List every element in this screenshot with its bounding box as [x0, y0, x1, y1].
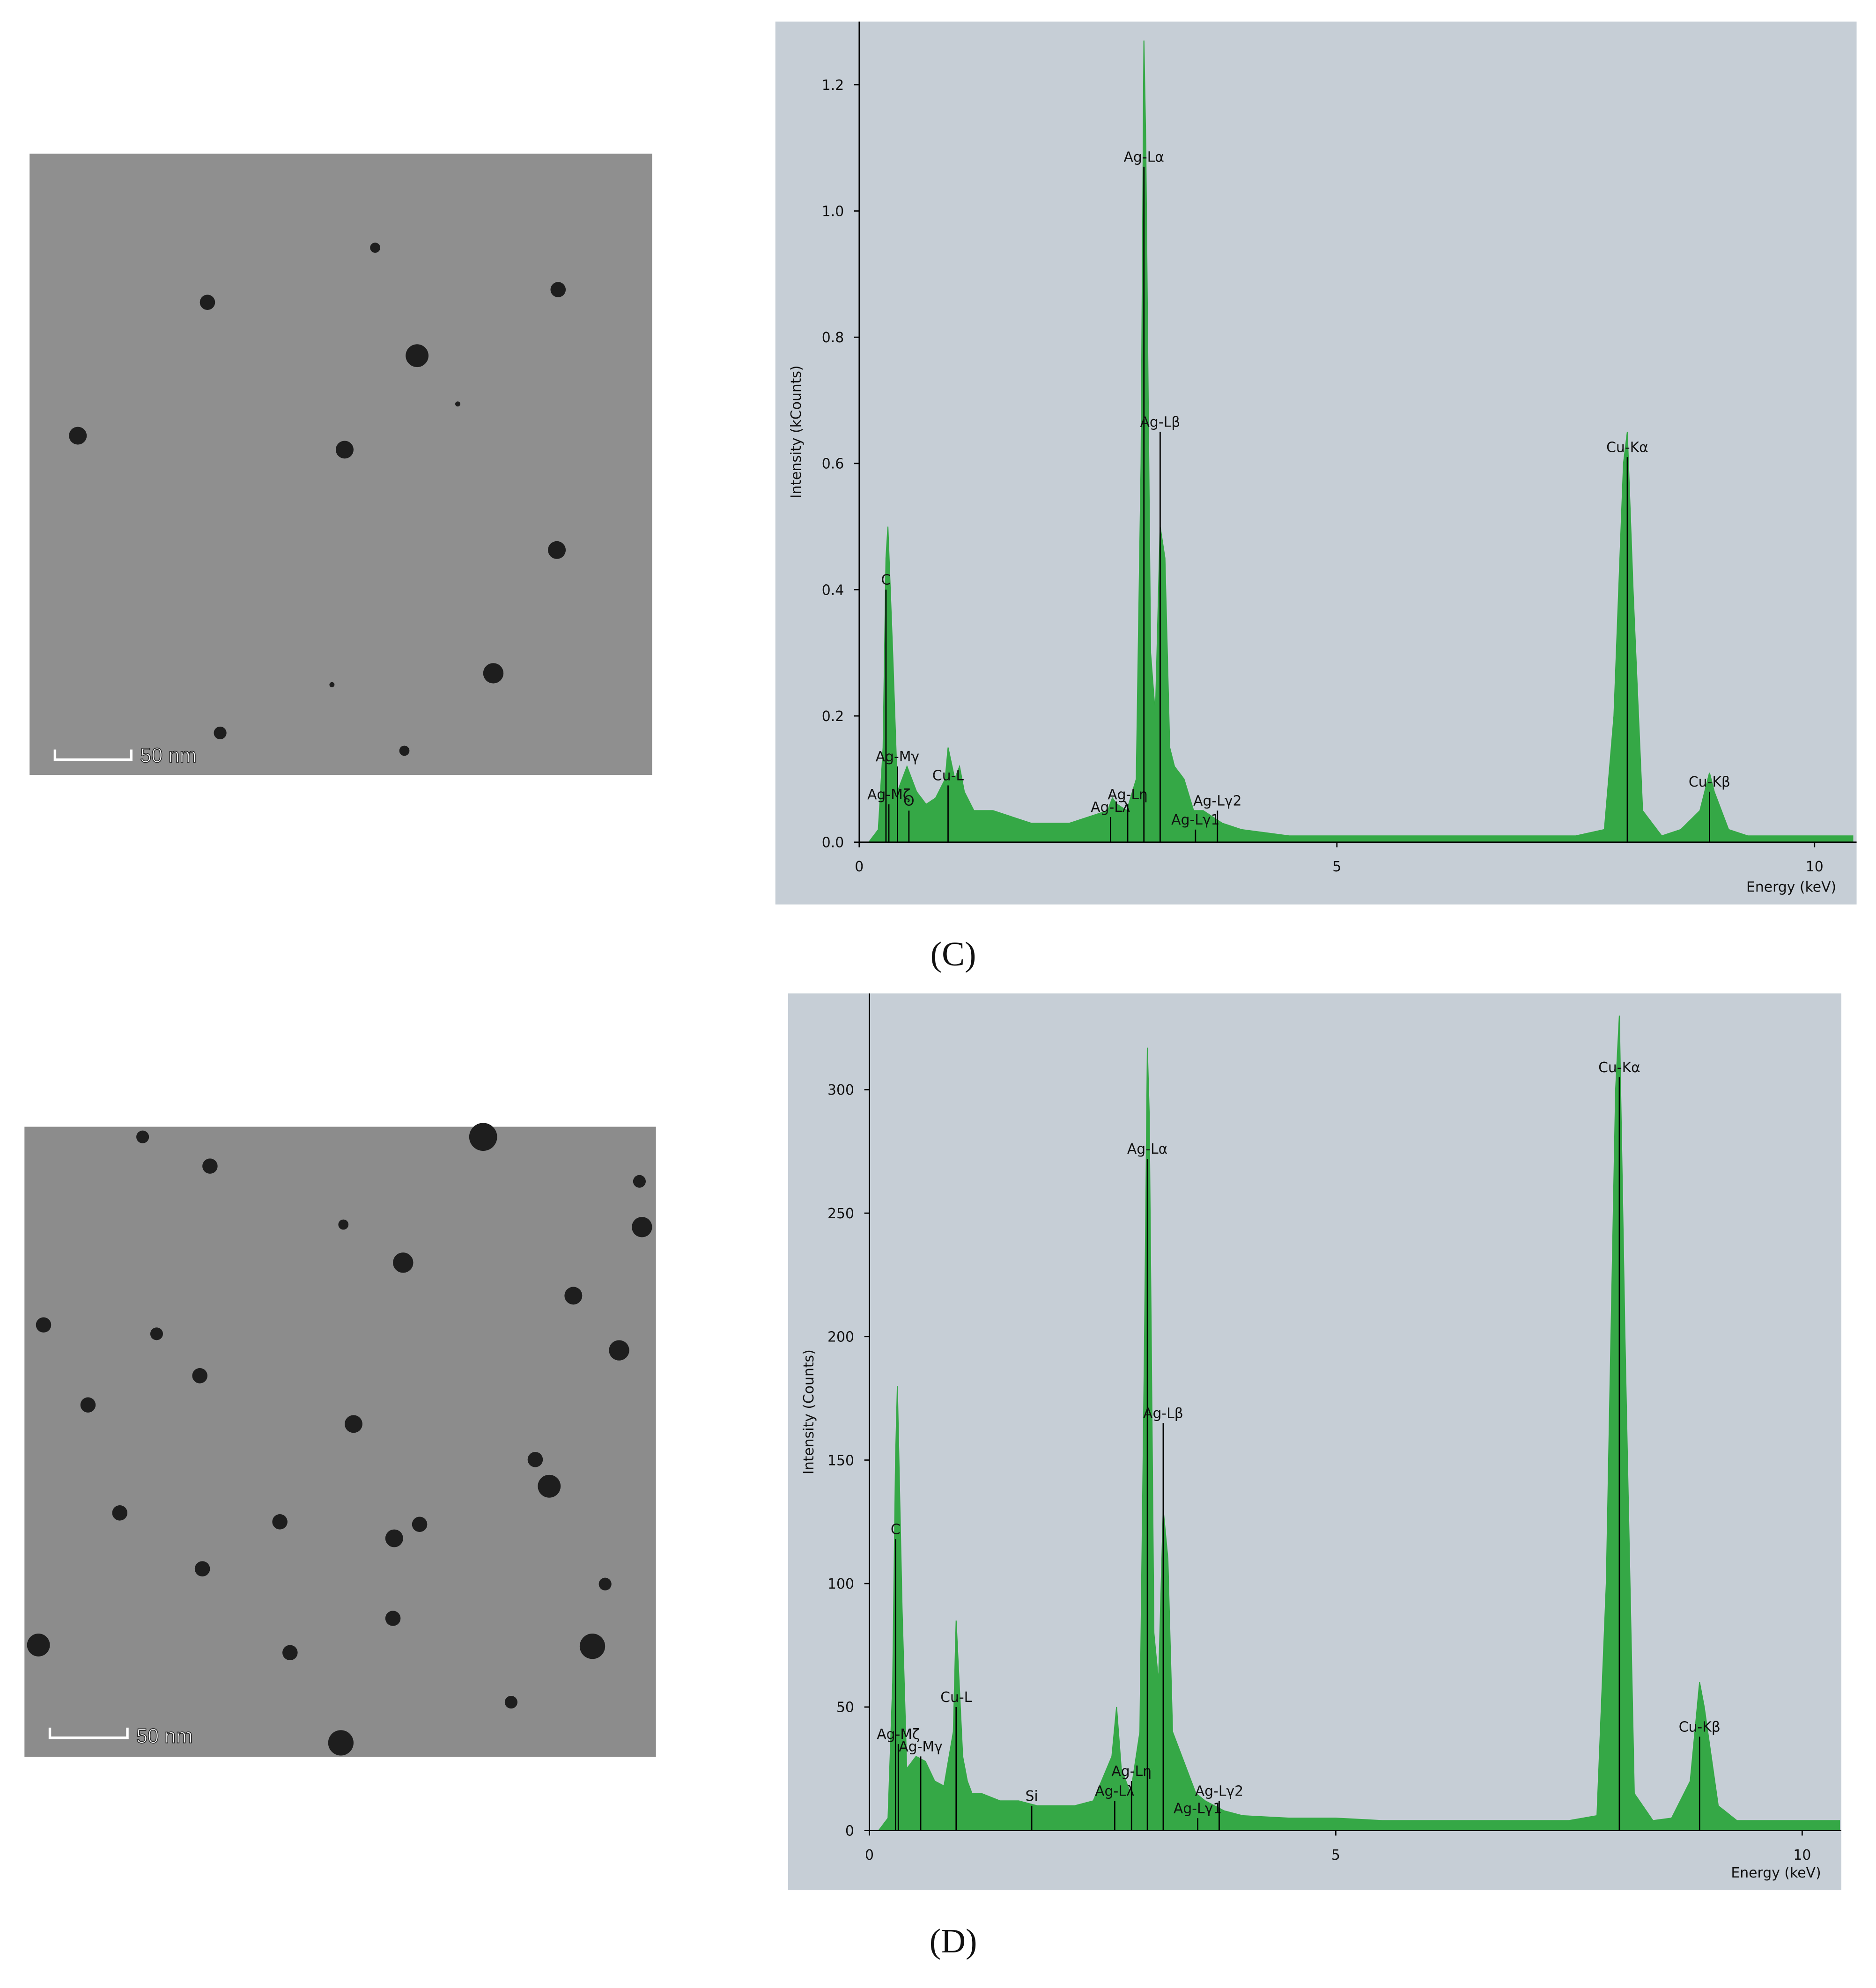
peak-label: Ag-Lλ [1095, 1783, 1134, 1799]
y-tick-label: 100 [827, 1576, 854, 1592]
panel-label: (C) [931, 935, 976, 973]
peak-label: Ag-Lγ1 [1174, 1800, 1222, 1817]
x-tick-label: 5 [1331, 1847, 1340, 1863]
scale-bar-label: 50 nm [136, 1725, 193, 1747]
y-tick-label: 300 [827, 1082, 854, 1098]
plot-background [788, 993, 1842, 1891]
peak-label: Ag-Lη [1108, 787, 1148, 803]
y-tick-label: 1.0 [822, 203, 844, 220]
x-axis-title: Energy (keV) [1746, 879, 1836, 896]
peak-label: Cu-Kβ [1689, 774, 1730, 790]
y-tick-label: 0.4 [822, 582, 844, 598]
y-tick-label: 0.6 [822, 456, 844, 472]
peak-label: Cu-Kα [1598, 1060, 1640, 1076]
x-tick-label: 10 [1793, 1847, 1811, 1863]
y-tick-label: 1.2 [822, 77, 844, 94]
peak-label: Ag-Mγ [899, 1738, 943, 1755]
peak-label: Ag-Lγ2 [1193, 793, 1241, 810]
x-tick-label: 0 [855, 859, 864, 875]
y-tick-label: 200 [827, 1329, 854, 1346]
peak-label: Ag-Lβ [1140, 414, 1181, 431]
y-tick-label: 50 [836, 1700, 854, 1716]
peak-label: Ag-Mγ [876, 749, 920, 765]
y-tick-label: 150 [827, 1452, 854, 1469]
x-tick-label: 5 [1332, 859, 1341, 875]
peak-label: Ag-Lη [1111, 1763, 1152, 1780]
x-tick-label: 10 [1806, 859, 1824, 875]
peak-label: Ag-Lλ [1091, 799, 1130, 816]
peak-label: Si [1025, 1788, 1038, 1804]
eds-spectrum: 0.0 0.2 0.4 0.6 0.8 1.0 1.2 0 5 10 Intensity (kCou… [775, 22, 1857, 905]
tem-image-d: 50 nm [24, 1123, 656, 1757]
peak-label: Ag-Mζ [867, 787, 910, 803]
y-axis-title: Intensity (kCounts) [788, 365, 805, 498]
y-tick-label: 0.0 [822, 835, 844, 851]
plot-background [775, 22, 1857, 905]
peak-label: Ag-Mζ [877, 1726, 920, 1743]
peak-label: Ag-Lβ [1143, 1405, 1183, 1421]
y-axis-title: Intensity (Counts) [801, 1349, 817, 1474]
peak-label: Ag-Lγ1 [1171, 812, 1219, 828]
peak-label: C [891, 1521, 901, 1538]
peak-label: Cu-Kα [1606, 440, 1648, 456]
peak-label: Ag-Lα [1124, 149, 1164, 165]
y-tick-label: 0 [845, 1823, 854, 1839]
peak-label: Ag-Lα [1127, 1141, 1167, 1157]
peak-label: Ag-Lγ2 [1195, 1783, 1243, 1799]
peak-label: Cu-L [940, 1689, 972, 1706]
peak-label: O [903, 793, 914, 810]
x-axis-title: Energy (keV) [1731, 1865, 1821, 1881]
tem-image-c: 50 nm [30, 154, 652, 775]
peak-label: Cu-L [932, 768, 964, 784]
y-tick-label: 250 [827, 1206, 854, 1222]
panel-label: (D) [930, 1922, 977, 1960]
y-tick-label: 0.2 [822, 708, 844, 725]
peak-label: Cu-Kβ [1679, 1719, 1721, 1735]
scale-bar-label: 50 nm [140, 744, 197, 767]
y-tick-label: 0.8 [822, 330, 844, 346]
peak-label: C [881, 572, 891, 589]
x-tick-label: 0 [865, 1847, 874, 1863]
eds-spectrum: 0 50 100 150 200 250 300 0 5 10 Intensity (Counts)… [788, 993, 1842, 1891]
